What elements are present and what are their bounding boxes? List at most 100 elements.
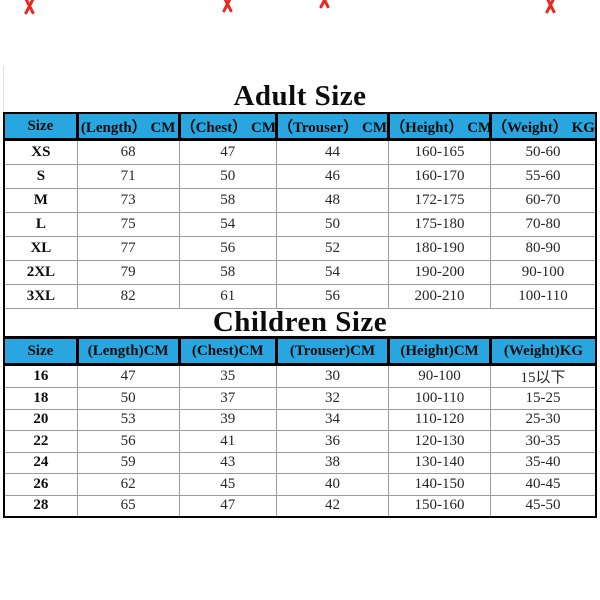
value-cell: 50 [178,164,277,189]
value-cell: 140-150 [388,473,491,496]
value-cell: 150-160 [388,494,491,516]
size-chart: Size (Length） CM （Chest） CM （Trouser） CM （He… [3,112,597,518]
adult-size-title: Adult Size [233,80,367,112]
header-row: Size (Length） CM （Chest） CM （Trouser） CM （He… [5,114,595,141]
value-cell: 77 [76,236,180,261]
size-cell: 20 [5,408,78,431]
value-cell: 110-120 [388,408,491,431]
column-header: (Length)CM [75,339,181,366]
value-cell: 45-50 [489,494,595,516]
table-row: 16 47 35 30 90-100 15以下 [5,364,595,388]
value-cell: 42 [275,494,390,516]
value-cell: 130-140 [388,451,491,474]
adult-size-table: Size (Length） CM （Chest） CM （Trouser） CM （He… [5,114,595,308]
value-cell: 43 [178,451,277,474]
value-cell: 41 [178,430,277,453]
table-row: 24 59 43 38 130-140 35-40 [5,451,595,474]
value-cell: 55-60 [489,164,595,189]
value-cell: 50-60 [489,139,595,165]
table-row: S 71 50 46 160-170 55-60 [5,164,595,189]
value-cell: 61 [178,284,277,308]
value-cell: 46 [275,164,390,189]
column-header: (Trouser)CM [274,339,391,366]
value-cell: 56 [76,430,180,453]
value-cell: 82 [76,284,180,308]
size-cell: 26 [5,473,78,496]
size-cell: S [5,164,78,189]
table-row: 2XL 79 58 54 190-200 90-100 [5,260,595,285]
value-cell: 35 [178,364,277,388]
column-header: (Length） CM [75,114,181,141]
column-header: Size [5,339,79,366]
value-cell: 15以下 [489,364,595,388]
value-cell: 160-170 [388,164,491,189]
value-cell: 90-100 [489,260,595,285]
value-cell: 175-180 [388,212,491,237]
value-cell: 40 [275,473,390,496]
value-cell: 50 [76,387,180,410]
value-cell: 50 [275,212,390,237]
value-cell: 47 [178,494,277,516]
cropped-red-watermarks [0,0,600,18]
value-cell: 79 [76,260,180,285]
size-cell: 3XL [5,284,78,308]
value-cell: 100-110 [388,387,491,410]
value-cell: 56 [275,284,390,308]
value-cell: 190-200 [388,260,491,285]
value-cell: 73 [76,188,180,213]
value-cell: 37 [178,387,277,410]
size-cell: 18 [5,387,78,410]
value-cell: 15-25 [489,387,595,410]
value-cell: 48 [275,188,390,213]
value-cell: 56 [178,236,277,261]
value-cell: 45 [178,473,277,496]
value-cell: 71 [76,164,180,189]
size-cell: 2XL [5,260,78,285]
value-cell: 47 [178,139,277,165]
size-cell: 24 [5,451,78,474]
red-watermark-glyph [20,0,38,15]
table-row: 3XL 82 61 56 200-210 100-110 [5,284,595,308]
table-row: 18 50 37 32 100-110 15-25 [5,387,595,410]
value-cell: 30 [275,364,390,388]
table-row: 28 65 47 42 150-160 45-50 [5,494,595,516]
column-header: （Weight） KG [488,114,595,141]
column-header: (Height)CM [387,339,492,366]
table-row: XS 68 47 44 160-165 50-60 [5,139,595,165]
value-cell: 65 [76,494,180,516]
table-row: 26 62 45 40 140-150 40-45 [5,473,595,496]
size-cell: XL [5,236,78,261]
value-cell: 120-130 [388,430,491,453]
table-row: XL 77 56 52 180-190 80-90 [5,236,595,261]
column-header: （Chest） CM [177,114,278,141]
value-cell: 90-100 [388,364,491,388]
value-cell: 32 [275,387,390,410]
column-header: Size [5,114,79,141]
table-row: 20 53 39 34 110-120 25-30 [5,408,595,431]
children-size-title: Children Size [5,308,595,339]
value-cell: 54 [178,212,277,237]
table-row: 22 56 41 36 120-130 30-35 [5,430,595,453]
value-cell: 60-70 [489,188,595,213]
value-cell: 47 [76,364,180,388]
size-cell: M [5,188,78,213]
value-cell: 180-190 [388,236,491,261]
value-cell: 59 [76,451,180,474]
value-cell: 34 [275,408,390,431]
size-cell: 28 [5,494,78,516]
value-cell: 80-90 [489,236,595,261]
value-cell: 25-30 [489,408,595,431]
value-cell: 30-35 [489,430,595,453]
children-size-table: Size (Length)CM (Chest)CM (Trouser)CM (Heigh… [5,339,595,516]
value-cell: 68 [76,139,180,165]
size-cell: 16 [5,364,78,388]
size-cell: XS [5,139,78,165]
value-cell: 100-110 [489,284,595,308]
column-header: (Weight)KG [488,339,595,366]
value-cell: 62 [76,473,180,496]
value-cell: 58 [178,188,277,213]
value-cell: 36 [275,430,390,453]
header-row: Size (Length)CM (Chest)CM (Trouser)CM (Heigh… [5,339,595,366]
value-cell: 35-40 [489,451,595,474]
value-cell: 58 [178,260,277,285]
